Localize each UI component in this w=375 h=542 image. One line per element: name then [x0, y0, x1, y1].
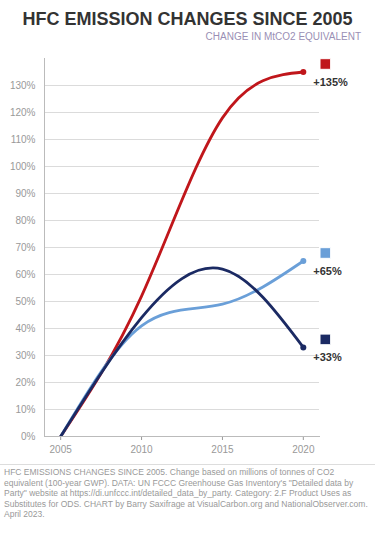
svg-text:100%: 100% — [10, 161, 36, 172]
svg-text:2020: 2020 — [292, 444, 315, 455]
svg-text:70%: 70% — [15, 242, 35, 253]
svg-text:+135%: +135% — [313, 76, 348, 88]
svg-text:0%: 0% — [21, 431, 36, 442]
svg-text:2010: 2010 — [130, 444, 153, 455]
svg-text:30%: 30% — [15, 350, 35, 361]
svg-text:2005: 2005 — [50, 444, 73, 455]
svg-text:40%: 40% — [15, 323, 35, 334]
html-text:CHANGE IN MtCO2 EQUIVALENT: CHANGE IN MtCO2 EQUIVALENT — [205, 31, 361, 42]
svg-text:120%: 120% — [10, 107, 36, 118]
svg-text:50%: 50% — [15, 296, 35, 307]
svg-text:60%: 60% — [15, 269, 35, 280]
svg-text:110%: 110% — [11, 134, 36, 145]
svg-text:10%: 10% — [15, 404, 35, 415]
svg-text:20%: 20% — [15, 377, 35, 388]
html-text:HFC EMISSION CHANGES SINCE 200: HFC EMISSION CHANGES SINCE 2005 — [22, 9, 353, 29]
svg-text:80%: 80% — [15, 215, 35, 226]
svg-text:2015: 2015 — [211, 444, 234, 455]
svg-text:+33%: +33% — [313, 351, 342, 363]
svg-text:130%: 130% — [10, 80, 36, 91]
html-text:HFC EMISSIONS CHANGES SINCE 20: HFC EMISSIONS CHANGES SINCE 2005. Change… — [4, 467, 368, 519]
svg-text:90%: 90% — [15, 188, 35, 199]
svg-text:+65%: +65% — [313, 265, 342, 277]
